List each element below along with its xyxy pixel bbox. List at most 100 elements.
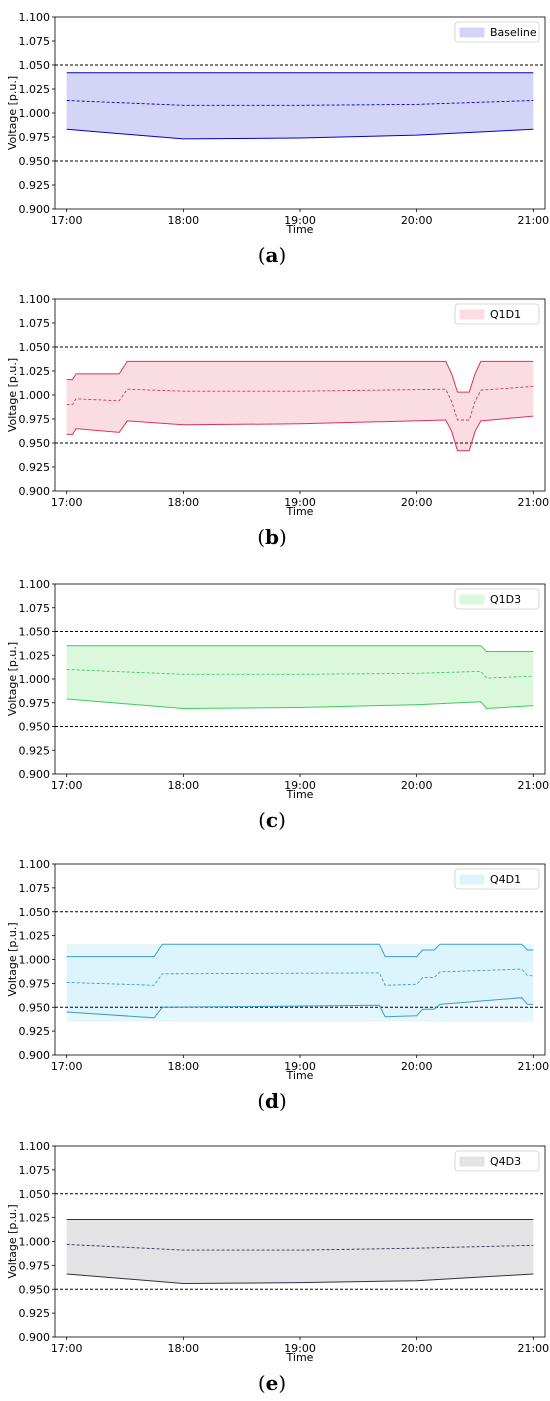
- y-tick-label: 1.100: [19, 1140, 51, 1153]
- y-tick-label: 1.000: [19, 1236, 51, 1249]
- x-tick-label: 19:00: [284, 214, 316, 227]
- x-axis-label: Time: [286, 788, 314, 801]
- y-tick-label: 1.075: [19, 35, 51, 48]
- legend-swatch: [459, 309, 485, 320]
- y-axis-label: Voltage [p.u.]: [6, 358, 19, 432]
- band-extent: [66, 944, 534, 1022]
- x-tick-label: 19:00: [284, 779, 316, 792]
- legend-label: Q4D3: [490, 1155, 521, 1168]
- panel-d: 0.900 0.925 0.950 0.975 1.000 1.025 1.050 1.075…: [6, 858, 549, 1113]
- legend-swatch: [459, 1156, 485, 1167]
- y-tick-label: 1.050: [19, 626, 51, 639]
- y-tick-label: 1.000: [19, 954, 51, 967]
- y-axis-label: Voltage [p.u.]: [6, 76, 19, 150]
- mean-line: [66, 385, 534, 421]
- x-tick-label: 21:00: [517, 1342, 549, 1355]
- y-tick-label: 0.975: [19, 1259, 51, 1272]
- y-tick-label: 1.075: [19, 882, 51, 895]
- y-tick-label: 1.075: [19, 317, 51, 330]
- y-tick-label: 0.950: [19, 1001, 51, 1014]
- y-tick-label: 0.975: [19, 977, 51, 990]
- panel-caption: (a): [258, 243, 287, 267]
- lower-line: [66, 415, 534, 452]
- y-tick-label: 1.025: [19, 1212, 51, 1225]
- x-tick-label: 18:00: [167, 214, 199, 227]
- y-tick-label: 0.975: [19, 697, 51, 710]
- mean-line: [66, 968, 534, 986]
- y-tick-label: 0.900: [19, 203, 51, 216]
- y-tick-label: 0.975: [19, 413, 51, 426]
- legend: Q1D3: [454, 588, 540, 610]
- y-tick-label: 1.050: [19, 1188, 51, 1201]
- y-tick-label: 0.975: [19, 131, 51, 144]
- x-tick-label: 21:00: [517, 1060, 549, 1073]
- band-area: [66, 645, 534, 709]
- legend-label: Baseline: [490, 26, 537, 39]
- y-axis-label: Voltage [p.u.]: [6, 922, 19, 996]
- y-tick-label: 0.950: [19, 1283, 51, 1296]
- y-tick-label: 0.925: [19, 179, 51, 192]
- y-tick-label: 1.100: [19, 11, 51, 24]
- x-tick-label: 21:00: [517, 496, 549, 509]
- lower-line: [66, 1273, 534, 1285]
- panel-caption: (c): [258, 808, 286, 832]
- y-tick-label: 1.050: [19, 341, 51, 354]
- legend: Q1D1: [454, 303, 540, 325]
- panel-e: 0.900 0.925 0.950 0.975 1.000 1.025 1.050 1.075…: [6, 1140, 549, 1395]
- panel-c: 0.900 0.925 0.950 0.975 1.000 1.025 1.050 1.075…: [6, 578, 549, 832]
- legend: Q4D3: [454, 1150, 540, 1172]
- panel-caption: (e): [258, 1371, 286, 1395]
- lower-line: [66, 997, 534, 1019]
- x-axis-label: Time: [286, 505, 314, 518]
- y-tick-label: 1.000: [19, 673, 51, 686]
- x-tick-label: 18:00: [167, 1342, 199, 1355]
- lower-line: [66, 698, 534, 710]
- y-tick-label: 0.900: [19, 485, 51, 498]
- x-axis-label: Time: [286, 223, 314, 236]
- y-tick-label: 1.100: [19, 293, 51, 306]
- x-tick-label: 17:00: [51, 214, 83, 227]
- y-tick-label: 0.925: [19, 1307, 51, 1320]
- x-tick-label: 20:00: [401, 1342, 433, 1355]
- y-tick-label: 1.000: [19, 389, 51, 402]
- y-tick-label: 0.900: [19, 768, 51, 781]
- y-tick-label: 0.950: [19, 437, 51, 450]
- panel-a: 0.900 0.925 0.950 0.975 1.000 1.025 1.050 1.075…: [6, 11, 549, 267]
- y-tick-label: 1.025: [19, 930, 51, 943]
- mean-line: [66, 100, 534, 106]
- legend-swatch: [459, 27, 485, 38]
- x-axis-label: Time: [286, 1069, 314, 1082]
- legend-swatch: [459, 594, 485, 605]
- y-tick-label: 1.025: [19, 83, 51, 96]
- x-tick-label: 19:00: [284, 1342, 316, 1355]
- x-tick-label: 20:00: [401, 496, 433, 509]
- mean-line: [66, 1243, 534, 1251]
- y-tick-label: 0.900: [19, 1049, 51, 1062]
- panel-b: 0.900 0.925 0.950 0.975 1.000 1.025 1.050 1.075…: [6, 293, 549, 549]
- band-area: [66, 361, 534, 451]
- legend-label: Q1D1: [490, 308, 521, 321]
- band-area: [66, 72, 534, 139]
- x-tick-label: 18:00: [167, 496, 199, 509]
- x-tick-label: 20:00: [401, 214, 433, 227]
- x-tick-label: 19:00: [284, 496, 316, 509]
- upper-line: [66, 943, 534, 958]
- y-tick-label: 0.925: [19, 744, 51, 757]
- band-area: [66, 1219, 534, 1284]
- y-tick-label: 0.950: [19, 155, 51, 168]
- y-tick-label: 1.000: [19, 107, 51, 120]
- y-tick-label: 1.075: [19, 602, 51, 615]
- y-axis-label: Voltage [p.u.]: [6, 1204, 19, 1278]
- x-tick-label: 20:00: [401, 1060, 433, 1073]
- legend-label: Q4D1: [490, 873, 521, 886]
- y-axis-label: Voltage [p.u.]: [6, 642, 19, 716]
- y-tick-label: 0.950: [19, 721, 51, 734]
- legend-label: Q1D3: [490, 593, 521, 606]
- y-tick-label: 1.050: [19, 59, 51, 72]
- y-tick-label: 0.925: [19, 1025, 51, 1038]
- x-tick-label: 21:00: [517, 779, 549, 792]
- y-tick-label: 0.900: [19, 1331, 51, 1344]
- y-tick-label: 1.025: [19, 649, 51, 662]
- x-tick-label: 17:00: [51, 1342, 83, 1355]
